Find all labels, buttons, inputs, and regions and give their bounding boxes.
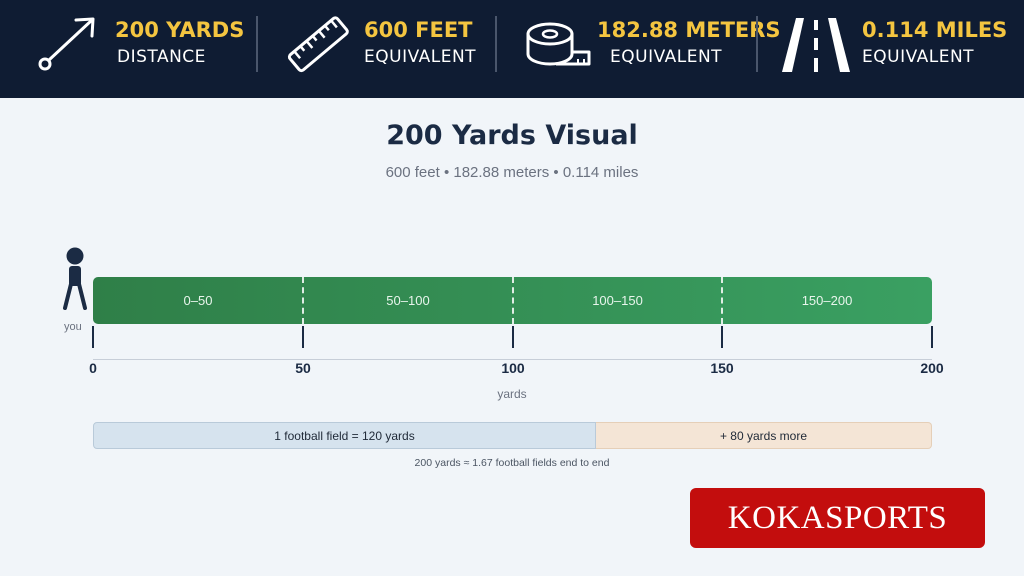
axis-line [93, 359, 932, 360]
header-divider [495, 16, 497, 72]
page-subtitle: 600 feet • 182.88 meters • 0.114 miles [385, 164, 639, 181]
tick-label: 150 [710, 360, 734, 376]
arrow-distance-icon [36, 14, 100, 79]
tick-label: 0 [89, 360, 97, 376]
stat-distance: 200 YARDS DISTANCE [36, 0, 246, 98]
tick-label: 200 [920, 360, 944, 376]
brand-logo-text: KOKASPORTS [727, 499, 948, 536]
axis-tick [302, 326, 304, 348]
brand-logo[interactable]: KOKASPORTS [690, 488, 985, 548]
stat-label: EQUIVALENT [862, 47, 975, 67]
header-divider [756, 16, 758, 72]
segment-divider [302, 277, 304, 324]
distance-bar: 0–50 50–100 100–150 150–200 [93, 277, 932, 324]
extra-yards-bar: + 80 yards more [596, 422, 932, 449]
stat-value: 200 YARDS [115, 18, 245, 42]
stat-label: EQUIVALENT [364, 47, 477, 67]
axis-title: yards [497, 387, 527, 401]
bar-segment: 100–150 [592, 293, 643, 308]
axis-tick [92, 326, 94, 348]
segment-divider [512, 277, 514, 324]
football-note: 200 yards ≈ 1.67 football fields end to … [414, 457, 610, 469]
tick-label: 100 [501, 360, 525, 376]
segment-divider [721, 277, 723, 324]
axis-tick [512, 326, 514, 348]
stats-header: 200 YARDS DISTANCE 600 FEET EQUIVALENT [0, 0, 1024, 98]
stat-miles: 0.114 MILES EQUIVALENT [782, 0, 1007, 98]
stat-label: EQUIVALENT [610, 47, 723, 67]
road-icon [782, 14, 850, 81]
page-title: 200 Yards Visual [386, 120, 638, 151]
you-label: you [64, 321, 82, 333]
header-divider [256, 16, 258, 72]
person-icon [60, 246, 90, 317]
stat-value: 600 FEET [364, 18, 473, 42]
bar-segment: 0–50 [183, 293, 213, 308]
axis-tick [931, 326, 933, 348]
axis-tick [721, 326, 723, 348]
ruler-icon [286, 14, 352, 81]
bar-segment: 150–200 [801, 293, 853, 308]
stat-label: DISTANCE [117, 47, 206, 67]
stat-feet: 600 FEET EQUIVALENT [286, 0, 486, 98]
stat-value: 182.88 METERS [597, 18, 781, 42]
stat-value: 0.114 MILES [862, 18, 1008, 42]
bar-segment: 50–100 [386, 293, 430, 308]
football-field-bar: 1 football field = 120 yards [93, 422, 596, 449]
stat-meters: 182.88 METERS EQUIVALENT [526, 0, 781, 98]
tick-label: 50 [295, 360, 311, 376]
tape-measure-icon [526, 20, 592, 77]
